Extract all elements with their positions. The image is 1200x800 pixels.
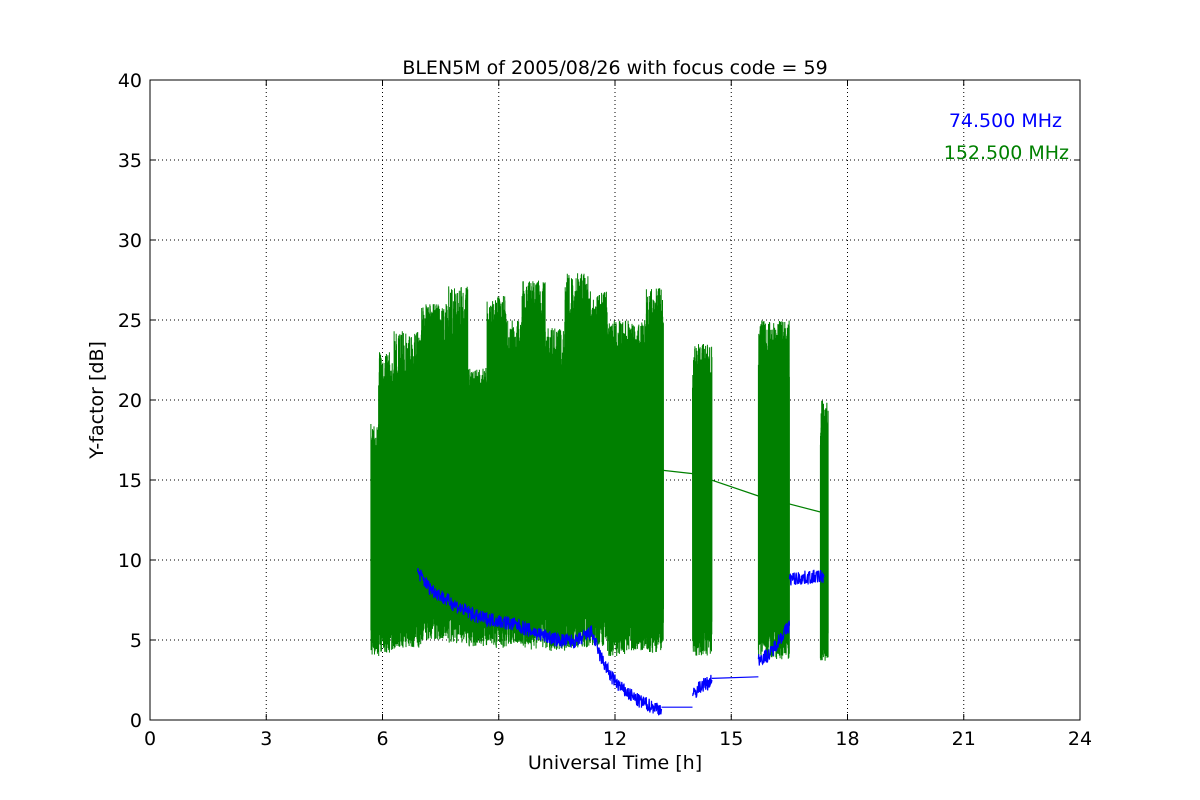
y-tick-label: 35: [118, 150, 142, 172]
y-tick-label: 30: [118, 230, 142, 252]
legend-152-500-mhz: 152.500 MHz: [944, 142, 1069, 164]
series-152-500-mhz-burst: [626, 320, 647, 651]
y-tick-label: 20: [118, 390, 142, 412]
series-152-500-mhz-line: [663, 469, 821, 513]
y-tick-label: 40: [118, 70, 142, 92]
x-tick-label: 0: [144, 728, 156, 750]
y-tick-label: 0: [130, 710, 142, 732]
series-152-500-mhz-burst: [467, 367, 488, 647]
x-tick-label: 6: [376, 728, 388, 750]
series-74-500-mhz-line: [788, 569, 825, 586]
y-tick-label: 25: [118, 310, 142, 332]
x-tick-label: 15: [719, 728, 743, 750]
series-152-500-mhz-burst: [447, 286, 469, 644]
y-tick-label: 15: [118, 470, 142, 492]
x-tick-label: 9: [493, 728, 505, 750]
series-152-500-mhz-burst: [378, 352, 395, 653]
x-tick-label: 21: [952, 728, 976, 750]
series-74-500-mhz-line: [417, 567, 663, 716]
series-152-500-mhz-burst: [645, 288, 664, 653]
series-152-500-mhz-burst: [506, 320, 523, 644]
series-152-500-mhz-burst: [606, 320, 628, 657]
x-tick-label: 24: [1068, 728, 1092, 750]
y-tick-label: 10: [118, 550, 142, 572]
series-152-500-mhz-burst: [819, 400, 829, 661]
series-layer: [370, 273, 829, 716]
chart-title: BLEN5M of 2005/08/26 with focus code = 5…: [402, 57, 827, 79]
y-tick-label: 5: [130, 630, 142, 652]
series-152-500-mhz-burst: [486, 295, 508, 648]
series-152-500-mhz-burst: [757, 320, 790, 660]
series-152-500-mhz-burst: [521, 280, 546, 650]
ticks: 0 3 6 9 12 15 18 21 24 0 5 10 15 20 25 30 35 40: [118, 70, 1092, 750]
x-tick-label: 18: [835, 728, 859, 750]
series-152-500-mhz-burst: [393, 331, 422, 648]
x-tick-label: 3: [260, 728, 272, 750]
series-152-500-mhz-burst: [587, 291, 608, 647]
series-74-500-mhz-line: [691, 674, 713, 698]
series-152-500-mhz-burst: [420, 303, 449, 641]
series-74-500-mhz-line: [711, 676, 759, 679]
series-74-500-mhz-line: [757, 620, 790, 666]
series-152-500-mhz-burst: [370, 424, 380, 657]
x-axis-label: Universal Time [h]: [528, 752, 702, 774]
legend-74-500-mhz: 74.500 MHz: [949, 110, 1062, 132]
series-152-500-mhz-burst: [564, 273, 589, 649]
y-axis-label: Y-factor [dB]: [86, 341, 108, 460]
series-152-500-mhz-burst: [692, 343, 713, 656]
series-152-500-mhz-burst: [544, 328, 566, 652]
x-tick-label: 12: [603, 728, 627, 750]
